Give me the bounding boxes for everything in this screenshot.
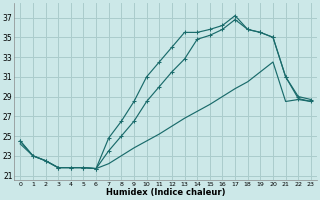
X-axis label: Humidex (Indice chaleur): Humidex (Indice chaleur) (106, 188, 225, 197)
